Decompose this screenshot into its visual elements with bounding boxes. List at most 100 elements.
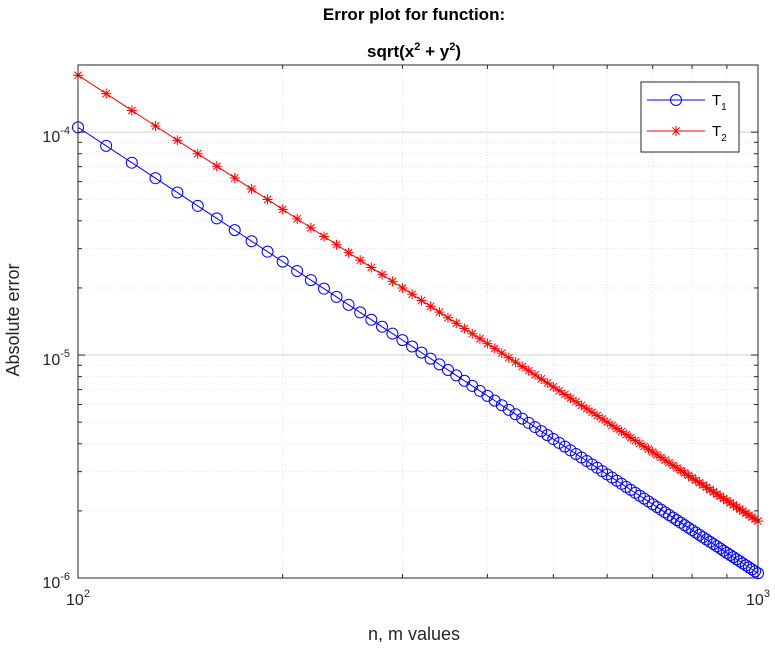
- data-point-circle: [441, 363, 454, 376]
- data-point-circle: [720, 546, 733, 559]
- data-point-asterisk: [292, 213, 303, 224]
- data-point-asterisk: [150, 121, 161, 132]
- data-point-asterisk: [711, 489, 722, 500]
- legend-label: T1: [712, 92, 727, 113]
- data-point-circle: [730, 553, 743, 566]
- data-point-asterisk: [664, 457, 675, 468]
- data-point-asterisk: [651, 449, 662, 460]
- data-point-circle: [739, 559, 752, 572]
- data-point-asterisk: [647, 447, 658, 458]
- data-point-asterisk: [639, 441, 650, 452]
- data-point-asterisk: [542, 377, 553, 388]
- data-point-asterisk: [571, 396, 582, 407]
- data-point-asterisk: [416, 295, 427, 306]
- data-point-asterisk: [523, 365, 534, 376]
- data-point-asterisk: [262, 194, 273, 205]
- data-point-asterisk: [377, 269, 388, 280]
- data-point-circle: [376, 320, 389, 333]
- data-point-asterisk: [496, 348, 507, 359]
- x-tick-label: 103: [746, 588, 770, 609]
- data-point-asterisk: [683, 470, 694, 481]
- data-point-asterisk: [734, 504, 745, 515]
- data-point-circle: [535, 425, 548, 438]
- data-point-circle: [245, 235, 258, 248]
- data-point-asterisk: [728, 499, 739, 510]
- data-point-asterisk: [474, 333, 485, 344]
- data-point-asterisk: [701, 482, 712, 493]
- data-point-asterisk: [510, 357, 521, 368]
- data-point-asterisk: [747, 512, 758, 523]
- data-point-circle: [495, 399, 508, 412]
- data-point-asterisk: [451, 318, 462, 329]
- series-1-line: [77, 126, 759, 574]
- data-point-circle: [717, 544, 730, 557]
- data-point-asterisk: [576, 400, 587, 411]
- data-point-circle: [727, 551, 740, 564]
- data-point-asterisk: [731, 502, 742, 513]
- data-point-asterisk: [744, 510, 755, 521]
- data-point-asterisk: [750, 514, 761, 525]
- data-point-asterisk: [737, 506, 748, 517]
- data-point-asterisk: [407, 289, 418, 300]
- data-point-circle: [509, 408, 522, 421]
- legend-item-2: T2: [647, 123, 727, 144]
- data-point-asterisk: [630, 435, 641, 446]
- data-point-asterisk: [305, 222, 316, 233]
- data-point-asterisk: [548, 381, 559, 392]
- legend-marker-circle: [670, 94, 682, 106]
- tick-labels: 102 103 10-6 10-5 10-4: [42, 125, 770, 609]
- data-point-asterisk: [425, 301, 436, 312]
- legend-marker-asterisk: [671, 126, 681, 136]
- data-point-circle: [724, 549, 737, 562]
- data-point-circle: [228, 224, 241, 237]
- minor-grid: [78, 65, 758, 578]
- data-point-asterisk: [482, 338, 493, 349]
- data-point-circle: [261, 245, 274, 258]
- data-point-asterisk: [655, 452, 666, 463]
- data-point-asterisk: [597, 413, 608, 424]
- data-point-asterisk: [675, 465, 686, 476]
- data-point-circle: [125, 156, 138, 169]
- y-axis-label: Absolute error: [3, 263, 23, 376]
- data-point-circle: [488, 394, 501, 407]
- data-point-asterisk: [530, 369, 541, 380]
- data-point-asterisk: [459, 323, 470, 334]
- data-point-asterisk: [592, 410, 603, 421]
- data-point-asterisk: [668, 460, 679, 471]
- data-point-asterisk: [101, 88, 112, 99]
- data-point-asterisk: [489, 343, 500, 354]
- data-point-circle: [433, 358, 446, 371]
- data-point-circle: [406, 340, 419, 353]
- chart-subtitle: sqrt(x2 + y2): [367, 41, 461, 61]
- data-point-asterisk: [318, 231, 329, 242]
- data-point-asterisk: [690, 475, 701, 486]
- data-point-asterisk: [366, 262, 377, 273]
- data-point-asterisk: [442, 312, 453, 323]
- y-tick-label: 10-6: [42, 571, 70, 592]
- data-point-circle: [171, 186, 184, 199]
- data-point-asterisk: [687, 472, 698, 483]
- data-point-asterisk: [503, 352, 514, 363]
- data-point-asterisk: [634, 438, 645, 449]
- data-point-asterisk: [616, 426, 627, 437]
- data-point-asterisk: [715, 491, 726, 502]
- data-point-circle: [693, 528, 706, 541]
- data-point-circle: [650, 500, 663, 513]
- data-point-circle: [386, 327, 399, 340]
- data-point-asterisk: [611, 423, 622, 434]
- data-point-asterisk: [246, 184, 257, 195]
- data-point-circle: [704, 535, 717, 548]
- data-point-circle: [529, 421, 542, 434]
- data-point-circle: [354, 306, 367, 319]
- data-point-asterisk: [277, 204, 288, 215]
- data-point-circle: [547, 433, 560, 446]
- data-point-asterisk: [565, 393, 576, 404]
- x-axis-label: n, m values: [368, 624, 460, 644]
- data-point-asterisk: [126, 105, 137, 116]
- series-1: [72, 121, 764, 580]
- data-point-asterisk: [705, 484, 716, 495]
- data-point-asterisk: [697, 480, 708, 491]
- data-point-circle: [342, 298, 355, 311]
